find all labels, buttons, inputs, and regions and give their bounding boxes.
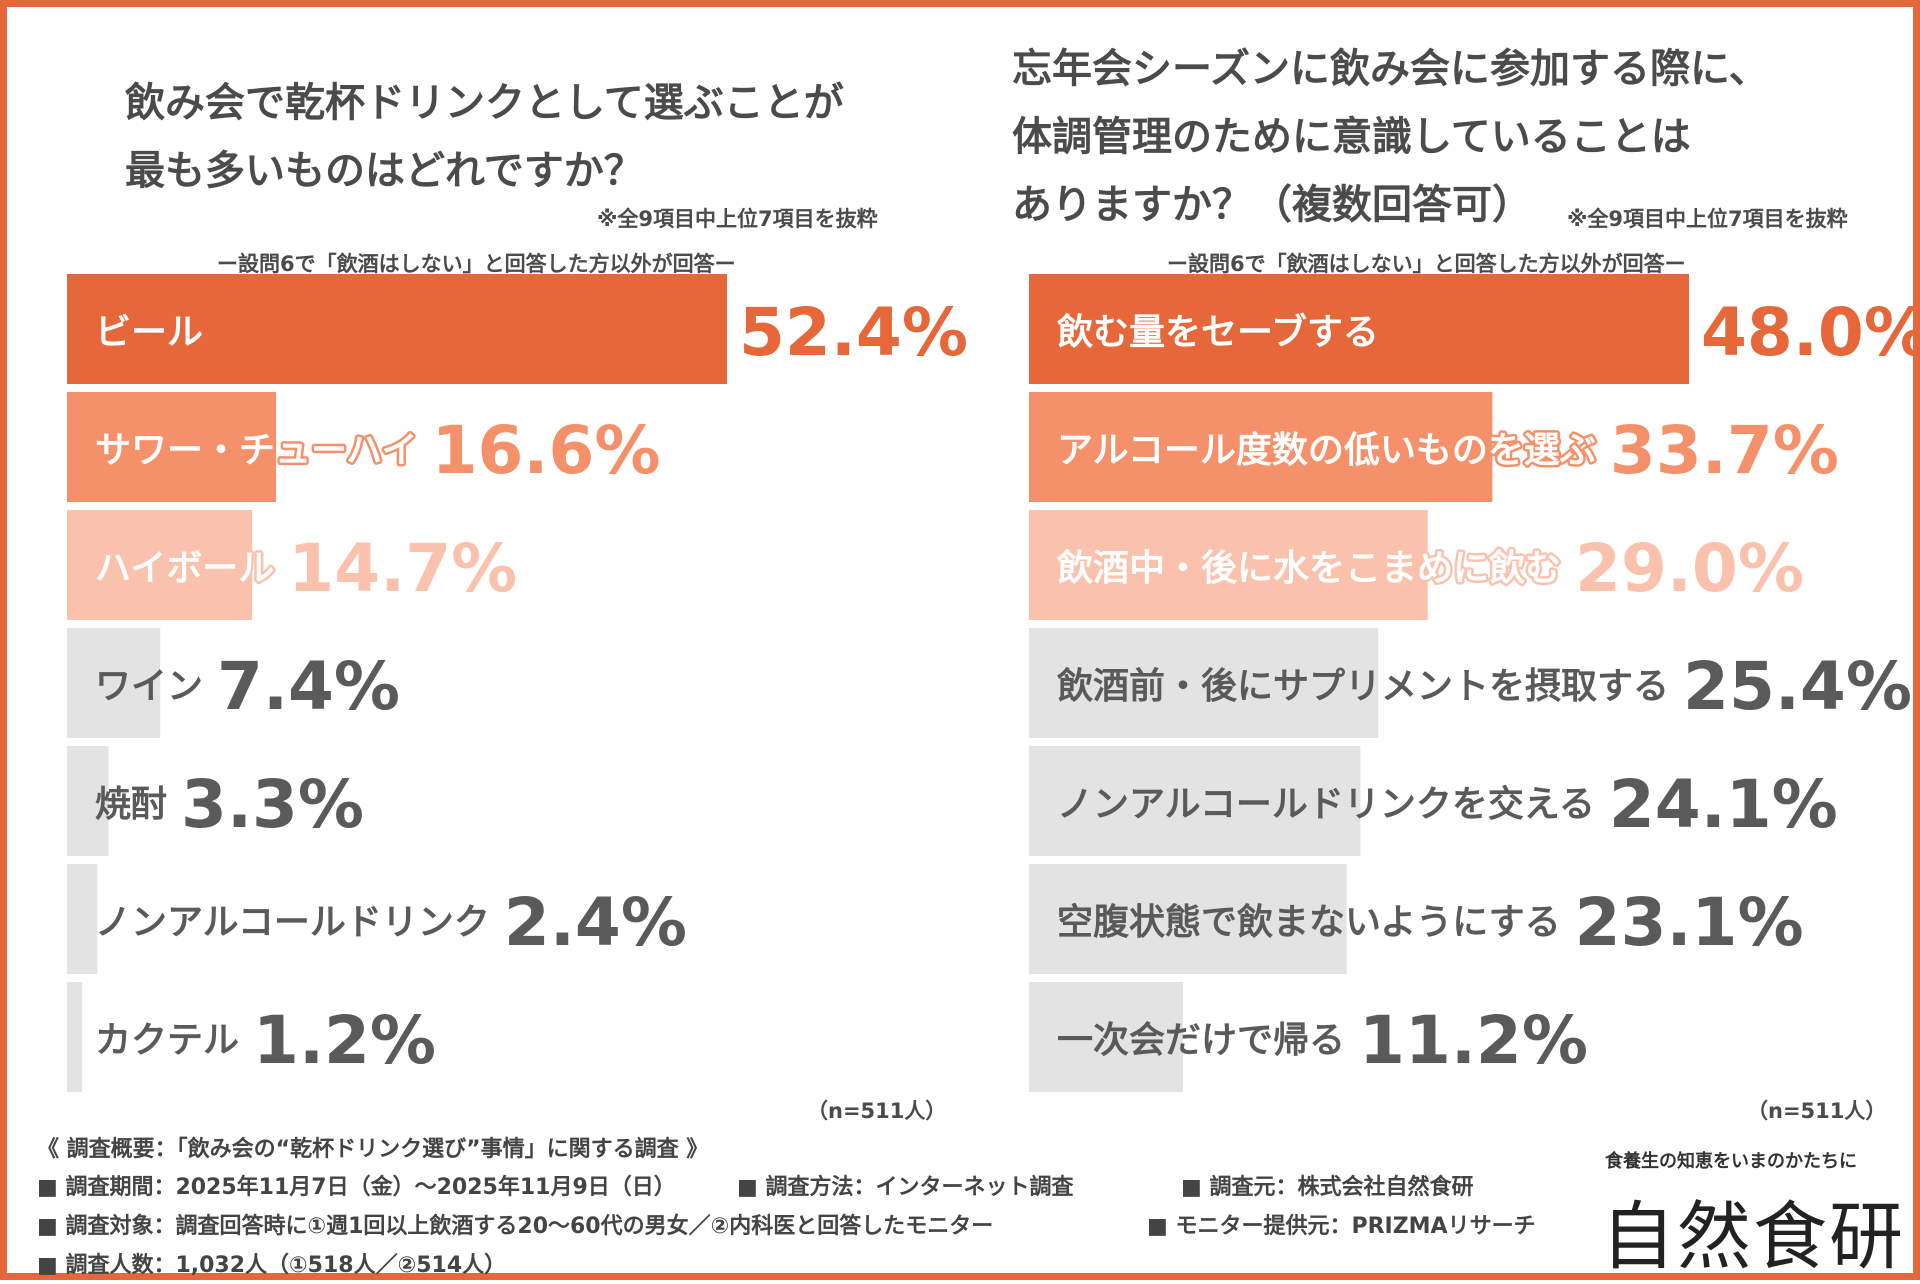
- company-logo: 自然食研: [1601, 1194, 1905, 1280]
- category-label-3: ハイボール: [95, 548, 274, 589]
- bar-4: [1029, 628, 1379, 738]
- survey-target: ■ 調査対象：調査回答時に①週1回以上飲酒する20～60代の男女／②内科医と回答…: [37, 1214, 994, 1239]
- left-title-line1: 飲み会で乾杯ドリンクとして選ぶことが: [125, 80, 844, 126]
- bar-6: [1029, 864, 1347, 974]
- category-label-1: ビール: [95, 312, 203, 353]
- logo-tagline: 食養生の知恵をいまのかたちに: [1605, 1151, 1857, 1172]
- category-label-2: アルコール度数の低いものを選ぶ: [1057, 430, 1596, 471]
- bar-5: [1029, 746, 1361, 856]
- right-subtitle: ー設問6で「飲酒はしない」と回答した方以外が回答ー: [1167, 252, 1686, 276]
- value-label-5: 3.3%: [181, 766, 364, 843]
- bar-7: [67, 982, 83, 1092]
- category-label-7: 一次会だけで帰る: [1057, 1020, 1345, 1061]
- survey-source: ■ 調査元：株式会社自然食研: [1181, 1175, 1474, 1200]
- value-label-3: 14.7%: [288, 530, 517, 607]
- bar-7: [1029, 982, 1183, 1092]
- survey-count: ■ 調査人数：1,032人（①518人／②514人）: [37, 1253, 507, 1278]
- value-label-1: 52.4%: [739, 294, 968, 371]
- right-sample-size: （n=511人）: [1747, 1099, 1887, 1123]
- category-label-1: 飲む量をセーブする: [1057, 311, 1379, 353]
- value-label-5: 24.1%: [1609, 766, 1838, 843]
- left-bar-chart: ビール 52.4% サワー・チューハイ 16.6% ハイボール 14.7% ワイン 7.4% 焼…: [67, 274, 968, 1092]
- bar-1: [1029, 274, 1689, 384]
- bar-4: [67, 628, 161, 738]
- value-label-6: 23.1%: [1575, 884, 1804, 961]
- value-label-2: 33.7%: [1610, 412, 1839, 489]
- right-bar-chart: 飲む量をセーブする 48.0% アルコール度数の低いものを選ぶ 33.7% 飲酒中・後に…: [1029, 274, 1920, 1092]
- right-note: ※全9項目中上位7項目を抜粋: [1567, 207, 1848, 231]
- bar-3: [1029, 510, 1428, 620]
- left-sample-size: （n=511人）: [807, 1099, 947, 1123]
- left-chart-panel: 飲み会で乾杯ドリンクとして選ぶことが 最も多いものはどれですか？ ※全9項目中上…: [7, 7, 968, 1123]
- value-label-4: 25.4%: [1683, 648, 1912, 725]
- value-label-7: 11.2%: [1359, 1002, 1588, 1079]
- value-label-4: 7.4%: [217, 648, 400, 725]
- category-label-3: 飲酒中・後に水をこまめに飲む: [1057, 548, 1561, 589]
- category-label-6: 空腹状態で飲まないようにする: [1057, 902, 1561, 943]
- value-label-3: 29.0%: [1575, 530, 1804, 607]
- left-subtitle: ー設問6で「飲酒はしない」と回答した方以外が回答ー: [217, 252, 736, 276]
- value-label-1: 48.0%: [1701, 294, 1920, 371]
- bar-3: [67, 510, 253, 620]
- bar-6: [67, 864, 98, 974]
- survey-period: ■ 調査期間：2025年11月7日（金）～2025年11月9日（日）: [37, 1175, 676, 1200]
- right-title-line2: 体調管理のために意識していることは: [1012, 114, 1691, 160]
- bar-2: [67, 392, 277, 502]
- right-title-line1: 忘年会シーズンに飲み会に参加する際に、: [1012, 46, 1769, 92]
- category-label-4: ワイン: [95, 666, 203, 707]
- left-title-line2: 最も多いものはどれですか？: [125, 148, 644, 194]
- right-chart-panel: 忘年会シーズンに飲み会に参加する際に、 体調管理のために意識していることは あり…: [967, 7, 1920, 1123]
- category-label-7: カクテル: [95, 1020, 239, 1061]
- category-label-2: サワー・チューハイ: [95, 430, 418, 471]
- value-label-7: 1.2%: [253, 1002, 436, 1079]
- category-label-6: ノンアルコールドリンク: [95, 902, 490, 943]
- right-title-line3: ありますか？（複数回答可）: [1012, 182, 1532, 228]
- monitor-provider: ■ モニター提供元：PRIZMAリサーチ: [1147, 1214, 1536, 1239]
- value-label-2: 16.6%: [432, 412, 661, 489]
- bar-1: [67, 274, 727, 384]
- left-note: ※全9項目中上位7項目を抜粋: [597, 207, 878, 231]
- survey-overview-heading: 《 調査概要：「飲み会の“乾杯ドリンク選び”事情」に関する調査 》: [37, 1137, 709, 1162]
- bar-2: [1029, 392, 1493, 502]
- survey-method: ■ 調査方法：インターネット調査: [737, 1175, 1074, 1200]
- category-label-5: 焼酎: [95, 784, 167, 825]
- category-label-5: ノンアルコールドリンクを交える: [1057, 783, 1595, 825]
- bar-5: [67, 746, 109, 856]
- category-label-4: 飲酒前・後にサプリメントを摂取する: [1057, 666, 1669, 707]
- value-label-6: 2.4%: [504, 884, 687, 961]
